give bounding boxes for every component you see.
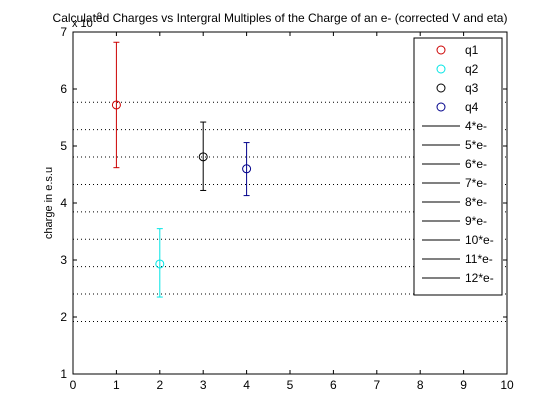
exponent-power: -9 — [94, 11, 102, 21]
data-point — [155, 259, 165, 269]
legend-label: 5*e- — [465, 138, 487, 152]
legend: q1 q2 q3 q4 4*e- 5*e- 6*e- 7*e- 8*e- 9*e- 10*e- 11*… — [413, 37, 503, 296]
legend-label: 4*e- — [465, 119, 487, 133]
legend-label: 11*e- — [465, 252, 493, 266]
legend-marker — [436, 45, 446, 55]
legend-box — [413, 37, 503, 296]
x-tick-label: 10 — [500, 378, 514, 392]
y-tick-label: 7 — [60, 25, 67, 39]
legend-marker — [436, 83, 446, 93]
x-tick-label: 1 — [113, 378, 120, 392]
legend-label: 7*e- — [465, 176, 487, 190]
legend-label: 8*e- — [465, 195, 487, 209]
data-point — [111, 100, 121, 110]
legend-marker — [436, 64, 446, 74]
legend-label: 12*e- — [465, 271, 494, 285]
legend-label: 10*e- — [465, 233, 494, 247]
y-axis-label: charge in e.s.u — [43, 167, 55, 239]
legend-label: q1 — [465, 43, 479, 57]
y-tick-label: 6 — [60, 82, 67, 96]
chart-title: Calculated Charges vs Intergral Multiple… — [53, 11, 508, 25]
exponent-label: x 10 — [72, 18, 93, 30]
legend-label: q4 — [465, 100, 479, 114]
y-tick-label: 5 — [60, 139, 67, 153]
y-tick-label: 2 — [60, 310, 67, 324]
legend-label: 6*e- — [465, 157, 487, 171]
y-tick-label: 3 — [60, 253, 67, 267]
legend-label: q3 — [465, 81, 479, 95]
x-tick-label: 9 — [460, 378, 467, 392]
x-tick-label: 6 — [330, 378, 337, 392]
legend-label: q2 — [465, 62, 479, 76]
x-tick-label: 4 — [243, 378, 250, 392]
x-tick-label: 8 — [417, 378, 424, 392]
x-tick-label: 2 — [156, 378, 163, 392]
y-tick-label: 1 — [60, 367, 67, 381]
x-tick-label: 0 — [70, 378, 77, 392]
x-tick-label: 7 — [373, 378, 380, 392]
y-tick-label: 4 — [60, 196, 67, 210]
legend-label: 9*e- — [465, 214, 487, 228]
legend-marker — [436, 102, 446, 112]
x-tick-label: 5 — [287, 378, 294, 392]
data-point — [198, 152, 208, 162]
x-tick-label: 3 — [200, 378, 207, 392]
data-point — [242, 164, 252, 174]
